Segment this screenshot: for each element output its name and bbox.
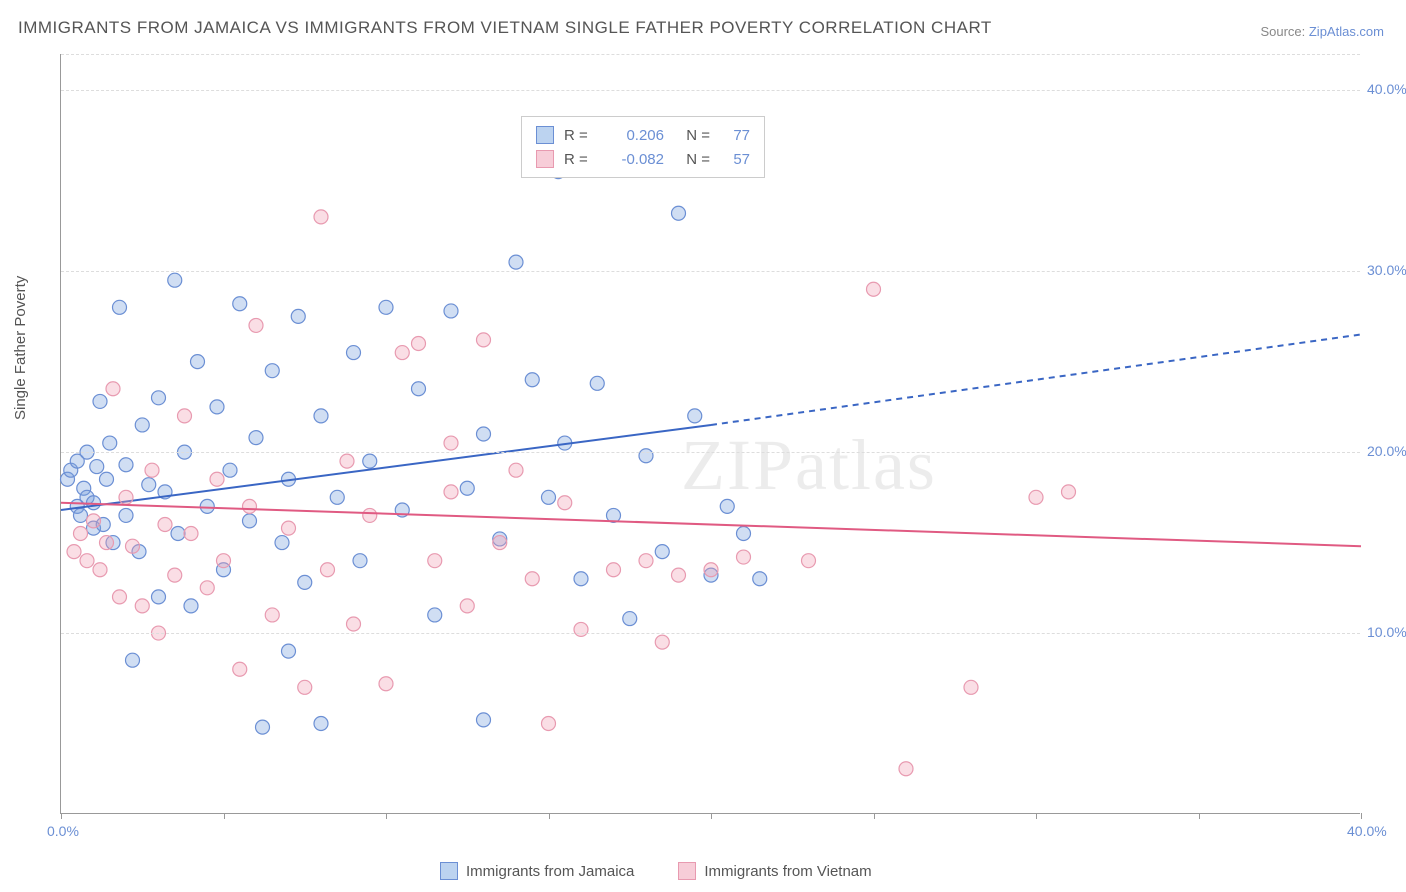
legend-swatch [440, 862, 458, 880]
legend-row: R = -0.082 N = 57 [536, 147, 750, 171]
x-tick-label: 40.0% [1347, 823, 1387, 839]
x-tick-label: 0.0% [47, 823, 79, 839]
n-label: N = [674, 127, 710, 144]
y-axis-label: Single Father Poverty [12, 276, 29, 420]
r-label: R = [564, 151, 594, 168]
x-minor-tick [711, 813, 712, 819]
correlation-legend: R = 0.206 N = 77 R = -0.082 N = 57 [521, 116, 765, 178]
series-legend-item: Immigrants from Vietnam [678, 862, 871, 880]
y-tick-label: 40.0% [1367, 81, 1406, 97]
gridline [61, 90, 1360, 91]
gridline [61, 452, 1360, 453]
plot-area: ZIPatlas R = 0.206 N = 77 R = -0.082 N =… [60, 54, 1360, 814]
source-attribution: Source: ZipAtlas.com [1260, 24, 1384, 39]
y-tick-label: 20.0% [1367, 443, 1406, 459]
x-minor-tick [224, 813, 225, 819]
n-value: 57 [720, 151, 750, 168]
series-name: Immigrants from Jamaica [466, 863, 634, 880]
n-value: 77 [720, 127, 750, 144]
series-legend-item: Immigrants from Jamaica [440, 862, 634, 880]
legend-swatch [536, 150, 554, 168]
x-minor-tick [874, 813, 875, 819]
source-link[interactable]: ZipAtlas.com [1309, 24, 1384, 39]
x-minor-tick [386, 813, 387, 819]
x-minor-tick [549, 813, 550, 819]
x-minor-tick [1036, 813, 1037, 819]
r-value: -0.082 [604, 151, 664, 168]
x-minor-tick [61, 813, 62, 819]
legend-swatch [678, 862, 696, 880]
series-legend: Immigrants from Jamaica Immigrants from … [440, 862, 872, 880]
chart-title: IMMIGRANTS FROM JAMAICA VS IMMIGRANTS FR… [18, 18, 992, 38]
legend-swatch [536, 126, 554, 144]
x-minor-tick [1361, 813, 1362, 819]
r-value: 0.206 [604, 127, 664, 144]
y-tick-label: 30.0% [1367, 262, 1406, 278]
source-prefix: Source: [1260, 24, 1308, 39]
gridline [61, 633, 1360, 634]
n-label: N = [674, 151, 710, 168]
r-label: R = [564, 127, 594, 144]
y-tick-label: 10.0% [1367, 624, 1406, 640]
x-minor-tick [1199, 813, 1200, 819]
gridline [61, 271, 1360, 272]
series-name: Immigrants from Vietnam [704, 863, 871, 880]
legend-row: R = 0.206 N = 77 [536, 123, 750, 147]
